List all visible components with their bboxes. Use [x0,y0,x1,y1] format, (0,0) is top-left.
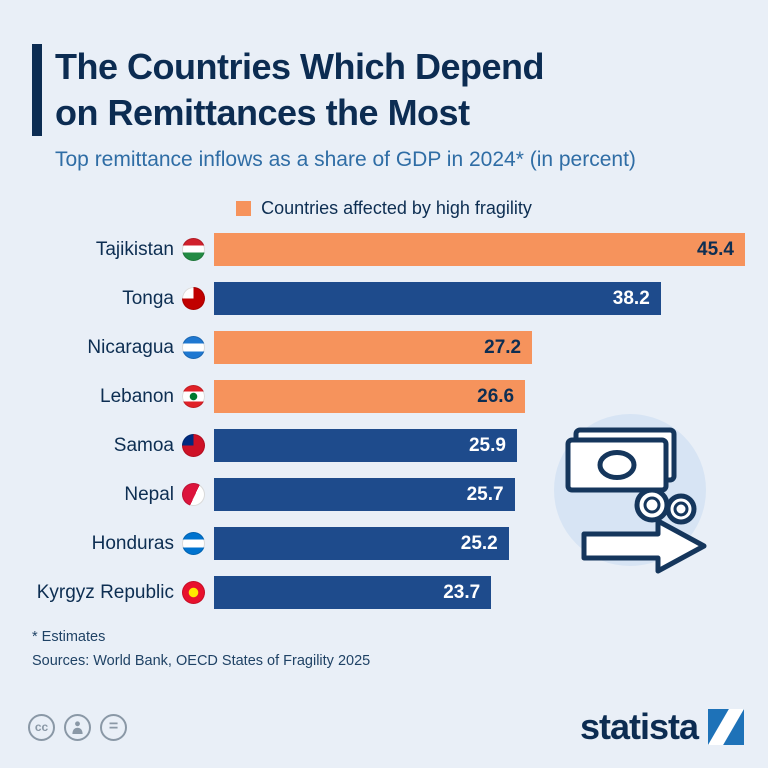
value-bar: 26.6 [214,380,526,413]
cc-license-icon: cc [28,713,55,741]
bar-row: Nepal 25.7 [0,478,768,511]
bar-value-label: 25.2 [460,532,498,554]
bar-track: 26.6 [214,380,745,413]
country-label: Tajikistan [95,238,174,260]
country-label: Lebanon [100,385,174,407]
bar-row: Samoa 25.9 [0,429,768,462]
country-label: Tonga [122,287,174,309]
country-label: Nicaragua [87,336,174,358]
bar-value-label: 26.6 [477,385,515,407]
value-bar: 38.2 [214,282,661,315]
nepal-flag-icon [182,483,205,506]
tajikistan-flag-icon [182,238,205,261]
estimates-note: * Estimates [32,629,106,645]
bar-track: 27.2 [214,331,745,364]
kyrgyz-republic-flag-icon [182,581,205,604]
value-bar: 25.9 [214,429,517,462]
bar-row: Tonga 38.2 [0,282,768,315]
footnotes: * Estimates Sources: World Bank, OECD St… [32,625,744,673]
value-bar: 23.7 [214,576,492,609]
statista-logo: statista [580,706,744,748]
value-bar: 25.7 [214,478,515,511]
remittance-money-icon [554,414,707,574]
nicaragua-flag-icon [182,336,205,359]
bar-row: Lebanon 26.6 [0,380,768,413]
equal-license-icon: = [100,713,127,741]
bar-value-label: 27.2 [484,336,522,358]
legend-label: Countries affected by high fragility [261,198,532,218]
bar-value-label: 23.7 [443,581,481,603]
tonga-flag-icon [182,287,205,310]
bar-track: 38.2 [214,282,745,315]
bar-value-label: 25.9 [468,434,506,456]
samoa-flag-icon [182,434,205,457]
bar-row: Tajikistan 45.4 [0,233,768,266]
bar-track: 25.7 [214,478,745,511]
bottom-bar: cc = statista [28,706,744,748]
bar-row: Honduras 25.2 [0,527,768,560]
bar-value-label: 45.4 [697,238,734,260]
value-bar: 25.2 [214,527,509,560]
statista-logo-mark-icon [708,709,744,745]
bar-track: 23.7 [214,576,745,609]
title-line-1: The Countries Which Depend [55,46,545,87]
attribution-icon [64,713,91,741]
value-bar: 27.2 [214,331,533,364]
bar-value-label: 25.7 [466,483,504,505]
header: The Countries Which Depend on Remittance… [32,44,744,136]
title-line-2: on Remittances the Most [55,92,470,133]
value-bar: 45.4 [214,233,745,266]
country-label: Nepal [124,483,174,505]
country-label: Honduras [91,532,174,554]
bar-row: Nicaragua 27.2 [0,331,768,364]
bar-value-label: 38.2 [612,287,650,309]
title-accent-bar [32,44,42,136]
cc-license-icons: cc = [28,713,127,741]
bar-track: 45.4 [214,233,745,266]
legend-swatch-fragility [236,201,252,216]
subtitle: Top remittance inflows as a share of GDP… [55,148,636,171]
bar-track: 25.9 [214,429,745,462]
legend: Countries affected by high fragility [0,198,768,219]
bar-chart: Tajikistan 45.4 Tonga 38.2 Nicaragua 27.2 Leba… [0,233,768,609]
statista-logo-text: statista [579,706,699,747]
country-label: Kyrgyz Republic [36,581,174,603]
sources-note: Sources: World Bank, OECD States of Frag… [32,653,371,669]
honduras-flag-icon [182,532,205,555]
page-title: The Countries Which Depend on Remittance… [55,44,545,136]
bar-row: Kyrgyz Republic 23.7 [0,576,768,609]
country-label: Samoa [113,434,174,456]
lebanon-flag-icon [182,385,205,408]
bar-track: 25.2 [214,527,745,560]
